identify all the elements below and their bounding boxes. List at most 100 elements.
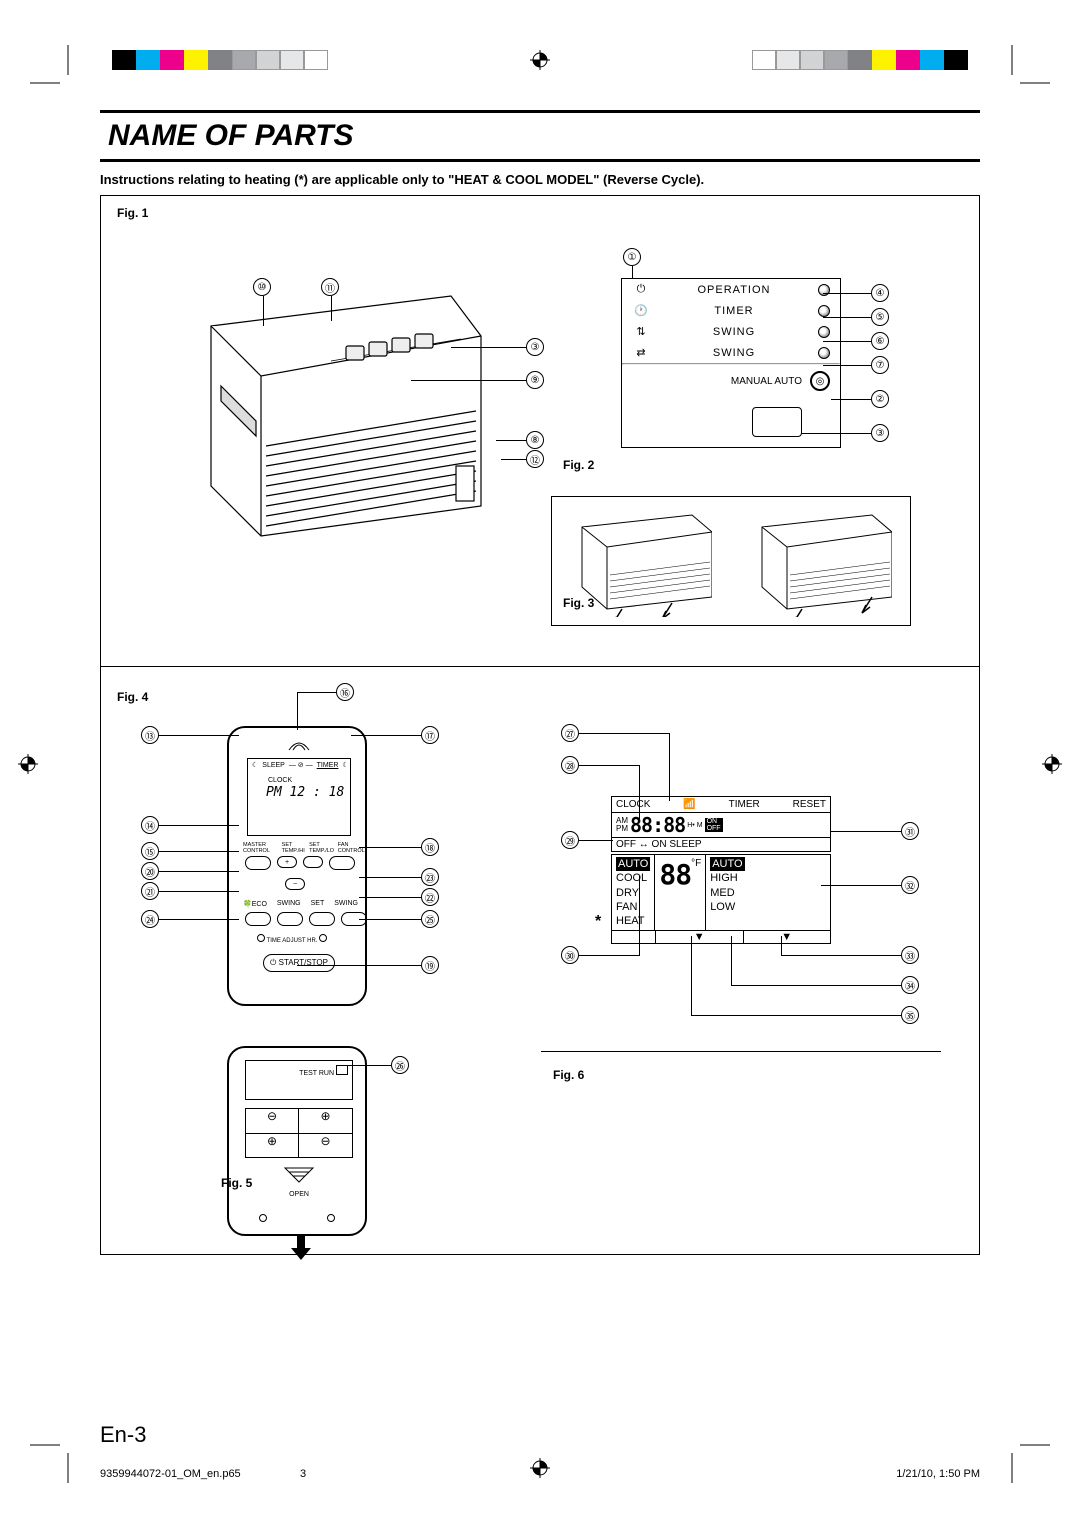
timer-icon: ☾ — [342, 761, 348, 769]
minus-btn-2[interactable]: ⊖ — [299, 1134, 352, 1158]
fig1-label: Fig. 1 — [117, 206, 148, 220]
indicator-row-swing-h: ⇄ SWING — [622, 342, 840, 363]
indoor-unit-diagram — [171, 266, 531, 546]
sleep-label: SLEEP — [262, 762, 285, 769]
callout-11: ⑪ — [321, 278, 339, 296]
swing-v-led — [818, 326, 830, 338]
indicator-row-operation: ⏻ OPERATION — [622, 279, 840, 300]
swing-button[interactable] — [277, 912, 303, 926]
indicator-panel: ⏻ OPERATION 🕐 TIMER ⇅ SWING ⇄ SWING — [621, 278, 841, 448]
remote-lcd: ☾ SLEEP — ⊘ — TIMER ☾ CLOCK PM 12 : 18 — [247, 758, 351, 836]
plus-btn-2[interactable]: ⊕ — [246, 1134, 299, 1158]
fig3-box — [551, 496, 911, 626]
callout-10: ⑩ — [253, 278, 271, 296]
eco-button[interactable] — [245, 912, 271, 926]
callout-7: ⑦ — [871, 356, 889, 374]
temp-up-button[interactable]: + — [277, 856, 297, 868]
swing-v-label: SWING — [650, 326, 818, 338]
callout-2: ② — [871, 390, 889, 408]
set-label: SET — [311, 900, 325, 908]
manual-auto-row: MANUAL AUTO ◎ — [622, 365, 840, 397]
registration-mark-left — [18, 754, 38, 774]
callout-24: ㉔ — [141, 910, 159, 928]
time-adjust-label: TIME ADJUST HR. — [257, 934, 327, 944]
clock-time: PM 12 : 18 — [266, 785, 344, 800]
callout-21: ㉑ — [141, 882, 159, 900]
callout-22: ㉒ — [421, 888, 439, 906]
adjust-buttons: ⊖ ⊕ ⊕ ⊖ — [245, 1108, 353, 1158]
footer-file: 9359944072-01_OM_en.p65 — [100, 1468, 241, 1480]
set-button[interactable] — [309, 912, 335, 926]
master-control-button[interactable] — [245, 856, 271, 870]
callout-6: ⑥ — [871, 332, 889, 350]
callout-8: ⑧ — [526, 431, 544, 449]
page-title: NAME OF PARTS — [100, 110, 980, 162]
plus-btn-1[interactable]: ⊕ — [299, 1109, 352, 1134]
registration-mark-bottom — [530, 1458, 550, 1478]
fig2-label: Fig. 2 — [563, 458, 594, 472]
swing-h-label: SWING — [650, 347, 818, 359]
color-bar-right — [752, 50, 968, 70]
remote-fig4: ☾ SLEEP — ⊘ — TIMER ☾ CLOCK PM 12 : 18 M… — [187, 706, 407, 1026]
print-marks — [0, 50, 1080, 80]
test-run-area: TEST RUN — [299, 1065, 348, 1077]
remote-row-2: − — [285, 878, 305, 890]
remote-body: ☾ SLEEP — ⊘ — TIMER ☾ CLOCK PM 12 : 18 M… — [227, 726, 367, 1006]
timer-label-lcd: TIMER — [317, 762, 339, 769]
sleep-icon: ☾ — [252, 761, 258, 769]
manual-auto-button[interactable]: ◎ — [810, 371, 830, 391]
power-icon: ⏻ — [632, 283, 650, 296]
open-slider[interactable]: OPEN — [281, 1166, 317, 1198]
remote-fig5: TEST RUN ⊖ ⊕ ⊕ ⊖ OPEN — [227, 1046, 367, 1236]
temp-down-button[interactable] — [303, 856, 323, 868]
ir-receiver-window — [752, 407, 802, 437]
remote-labels-row: MASTER CONTROL SET TEMP./HI SET TEMP./LO… — [243, 842, 365, 854]
callout-23: ㉓ — [421, 868, 439, 886]
callout-9: ⑨ — [526, 371, 544, 389]
callout-13: ⑬ — [141, 726, 159, 744]
crop-mark-tl — [30, 45, 80, 95]
indicator-row-timer: 🕐 TIMER — [622, 300, 840, 321]
transmit-icon — [287, 734, 311, 752]
crop-mark-tr — [1000, 45, 1050, 95]
minus-button[interactable]: − — [285, 878, 305, 890]
callout-12: ⑫ — [526, 450, 544, 468]
remote-row-1: + — [245, 856, 355, 870]
page-number: En-3 — [100, 1422, 146, 1448]
footer-page: 3 — [300, 1468, 306, 1480]
open-label: OPEN — [281, 1191, 317, 1198]
divider — [101, 666, 979, 667]
callout-18: ⑱ — [421, 838, 439, 856]
fan-control-button[interactable] — [329, 856, 355, 870]
crop-mark-br — [1000, 1433, 1050, 1483]
main-figure-box: Fig. 1 Fig. 2 Fig. 3 Fig. 4 Fig. 5 Fig. … — [100, 195, 980, 1255]
indicator-row-swing-v: ⇅ SWING — [622, 321, 840, 342]
callout-26: ㉖ — [391, 1056, 409, 1074]
remote-top-panel: TEST RUN — [245, 1060, 353, 1100]
callout-17: ⑰ — [421, 726, 439, 744]
footer-timestamp: 1/21/10, 1:50 PM — [896, 1468, 980, 1480]
clock-icon: 🕐 — [632, 304, 650, 317]
operation-label: OPERATION — [650, 284, 818, 296]
minus-btn-1[interactable]: ⊖ — [246, 1109, 299, 1134]
swing-v-icon: ⇅ — [632, 325, 650, 338]
callout-16: ⑯ — [336, 683, 354, 701]
down-arrow-icon — [291, 1236, 311, 1260]
callout-3a: ③ — [526, 338, 544, 356]
registration-mark-top — [530, 50, 550, 70]
registration-mark-right — [1042, 754, 1062, 774]
callout-15: ⑮ — [141, 842, 159, 860]
timer-led — [818, 305, 830, 317]
callout-4: ④ — [871, 284, 889, 302]
crop-mark-bl — [30, 1433, 80, 1483]
mini-unit-2 — [742, 507, 892, 617]
fig4-label: Fig. 4 — [117, 690, 148, 704]
swing2-label: SWING — [334, 900, 358, 908]
page-content: NAME OF PARTS Instructions relating to h… — [100, 110, 980, 1418]
swing-h-icon: ⇄ — [632, 346, 650, 359]
callout-14: ⑭ — [141, 816, 159, 834]
start-stop-button[interactable]: ⏻ START/STOP — [263, 954, 335, 972]
remote-row-3: 🍀ECO SWING SET SWING — [243, 900, 358, 908]
callout-19: ⑲ — [421, 956, 439, 974]
clock-label: CLOCK — [268, 777, 292, 784]
